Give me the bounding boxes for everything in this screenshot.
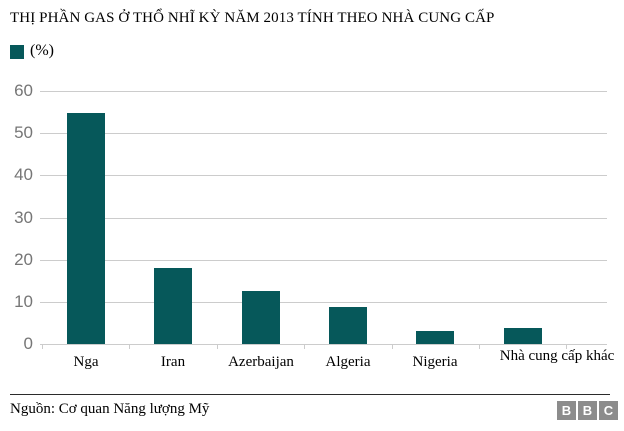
x-axis-tick: [217, 345, 218, 349]
gridline-50: [40, 133, 607, 134]
bar-nh-cung-c-p-kh-c: [504, 328, 542, 344]
x-axis-category-label: Nigeria: [412, 354, 458, 370]
legend-swatch: [10, 45, 24, 59]
y-axis-tick-label: 30: [14, 208, 33, 227]
x-axis-tick: [129, 345, 130, 349]
x-axis-category-label: Nga: [73, 354, 99, 370]
x-axis-tick: [304, 345, 305, 349]
x-axis-category-label: Azerbaijan: [228, 354, 294, 370]
y-axis-tick-label: 20: [14, 250, 33, 269]
gridline-60: [40, 91, 607, 92]
gridline-0: [40, 344, 607, 345]
x-axis-tick: [392, 345, 393, 349]
x-axis-tick: [566, 345, 567, 349]
source-text: Nguồn: Cơ quan Năng lượng Mỹ: [10, 401, 210, 417]
bbc-logo-letter-1: B: [557, 401, 576, 420]
gridline-10: [40, 302, 607, 303]
bar-algeria: [329, 307, 367, 344]
bar-azerbaijan: [242, 291, 280, 344]
bbc-logo-letter-3: C: [599, 401, 618, 420]
y-axis-tick-label: 40: [14, 165, 33, 184]
bar-nga: [67, 113, 105, 344]
bar-nigeria: [416, 331, 454, 344]
y-axis-tick-label: 10: [14, 292, 33, 311]
gridline-20: [40, 260, 607, 261]
bbc-logo: B B C: [557, 401, 618, 420]
footer-divider: [10, 394, 610, 395]
bbc-logo-letter-2: B: [578, 401, 597, 420]
x-axis-tick: [42, 345, 43, 349]
gridline-40: [40, 175, 607, 176]
x-axis-category-label: Iran: [160, 354, 186, 370]
x-axis-tick: [479, 345, 480, 349]
chart-title: THỊ PHẦN GAS Ở THỔ NHĨ KỲ NĂM 2013 TÍNH …: [10, 10, 495, 26]
x-axis-category-label: Nhà cung cấp khác: [499, 348, 615, 364]
bar-iran: [154, 268, 192, 344]
y-axis-tick-label: 0: [23, 334, 33, 353]
legend-label: (%): [30, 42, 54, 59]
y-axis-tick-label: 60: [14, 81, 33, 100]
x-axis-category-label: Algeria: [325, 354, 371, 370]
y-axis-tick-label: 50: [14, 123, 33, 142]
gridline-30: [40, 218, 607, 219]
